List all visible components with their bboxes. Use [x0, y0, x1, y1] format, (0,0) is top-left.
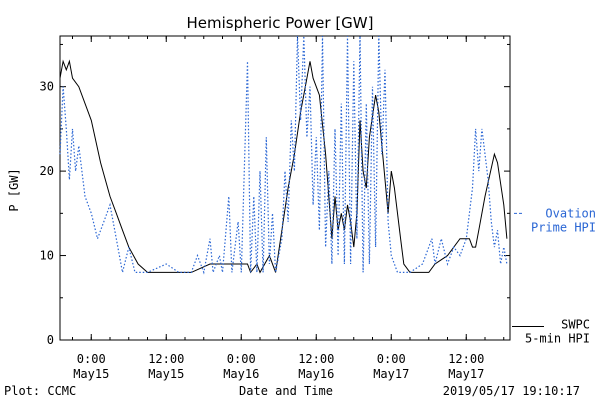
x-tick-label-date: May15 [73, 367, 109, 381]
footer-timestamp: 2019/05/17 19:10:17 [443, 384, 580, 398]
swpc-series-line [59, 59, 508, 274]
plot-frame [59, 35, 511, 341]
x-tick-label-time: 12:00 [448, 352, 484, 366]
plot-area: 01020300:00May1512:00May150:00May1612:00… [40, 35, 596, 381]
y-tick-label: 0 [47, 333, 54, 347]
ovation-legend-label: Prime HPI [531, 220, 596, 234]
y-tick-label: 20 [40, 164, 54, 178]
x-tick-label-date: May17 [373, 367, 409, 381]
x-tick-label-time: 0:00 [227, 352, 256, 366]
y-axis-label: P [GW] [7, 168, 21, 211]
x-tick-label-time: 12:00 [148, 352, 184, 366]
y-tick-label: 30 [40, 80, 54, 94]
x-tick-label-date: May16 [223, 367, 259, 381]
x-tick-label-time: 0:00 [377, 352, 406, 366]
y-tick-label: 10 [40, 249, 54, 263]
x-tick-label-date: May15 [148, 367, 184, 381]
swpc-legend-label: 5-min HPI [525, 331, 590, 345]
x-tick-label-time: 12:00 [298, 352, 334, 366]
ovation-legend-label: Ovation [545, 206, 596, 220]
footer-credit: Plot: CCMC [4, 384, 76, 398]
x-tick-label-time: 0:00 [77, 352, 106, 366]
swpc-legend-label: SWPC [561, 317, 590, 331]
x-axis-label: Date and Time [239, 384, 333, 398]
x-tick-label-date: May16 [298, 367, 334, 381]
x-tick-label-date: May17 [448, 367, 484, 381]
ovation-prime-series-line [59, 35, 508, 275]
chart-title: Hemispheric Power [GW] [187, 14, 374, 32]
